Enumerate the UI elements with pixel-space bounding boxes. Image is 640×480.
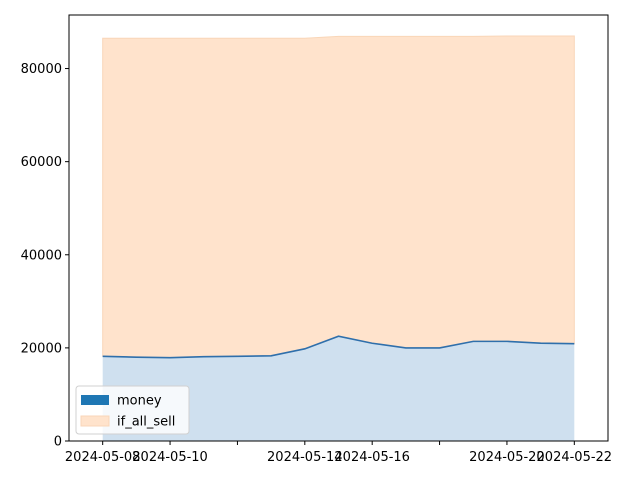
x-tick-label: 2024-05-16	[334, 450, 410, 465]
plot-area	[102, 35, 575, 441]
if-all-sell-area	[102, 35, 575, 359]
legend-swatch-money	[81, 395, 109, 405]
legend-label-money: money	[117, 394, 162, 409]
x-tick-label: 2024-05-10	[132, 450, 208, 465]
plot-frame	[68, 14, 609, 442]
money-line	[102, 335, 575, 359]
x-tick-label: 2024-05-08	[65, 450, 141, 465]
legend: money if_all_sell	[75, 385, 190, 435]
x-tick-label: 2024-05-22	[537, 450, 613, 465]
y-tick-label: 80000	[21, 62, 62, 77]
legend-label-if-all-sell: if_all_sell	[117, 415, 175, 430]
y-tick-label: 40000	[21, 248, 62, 263]
y-tick-label: 60000	[21, 155, 62, 170]
y-tick-label: 0	[54, 435, 62, 450]
legend-swatch-if-all-sell	[80, 415, 110, 427]
x-tick-label: 2024-05-20	[469, 450, 545, 465]
money-area	[102, 336, 575, 441]
x-tick-label: 2024-05-14	[267, 450, 343, 465]
y-tick-label: 20000	[21, 341, 62, 356]
